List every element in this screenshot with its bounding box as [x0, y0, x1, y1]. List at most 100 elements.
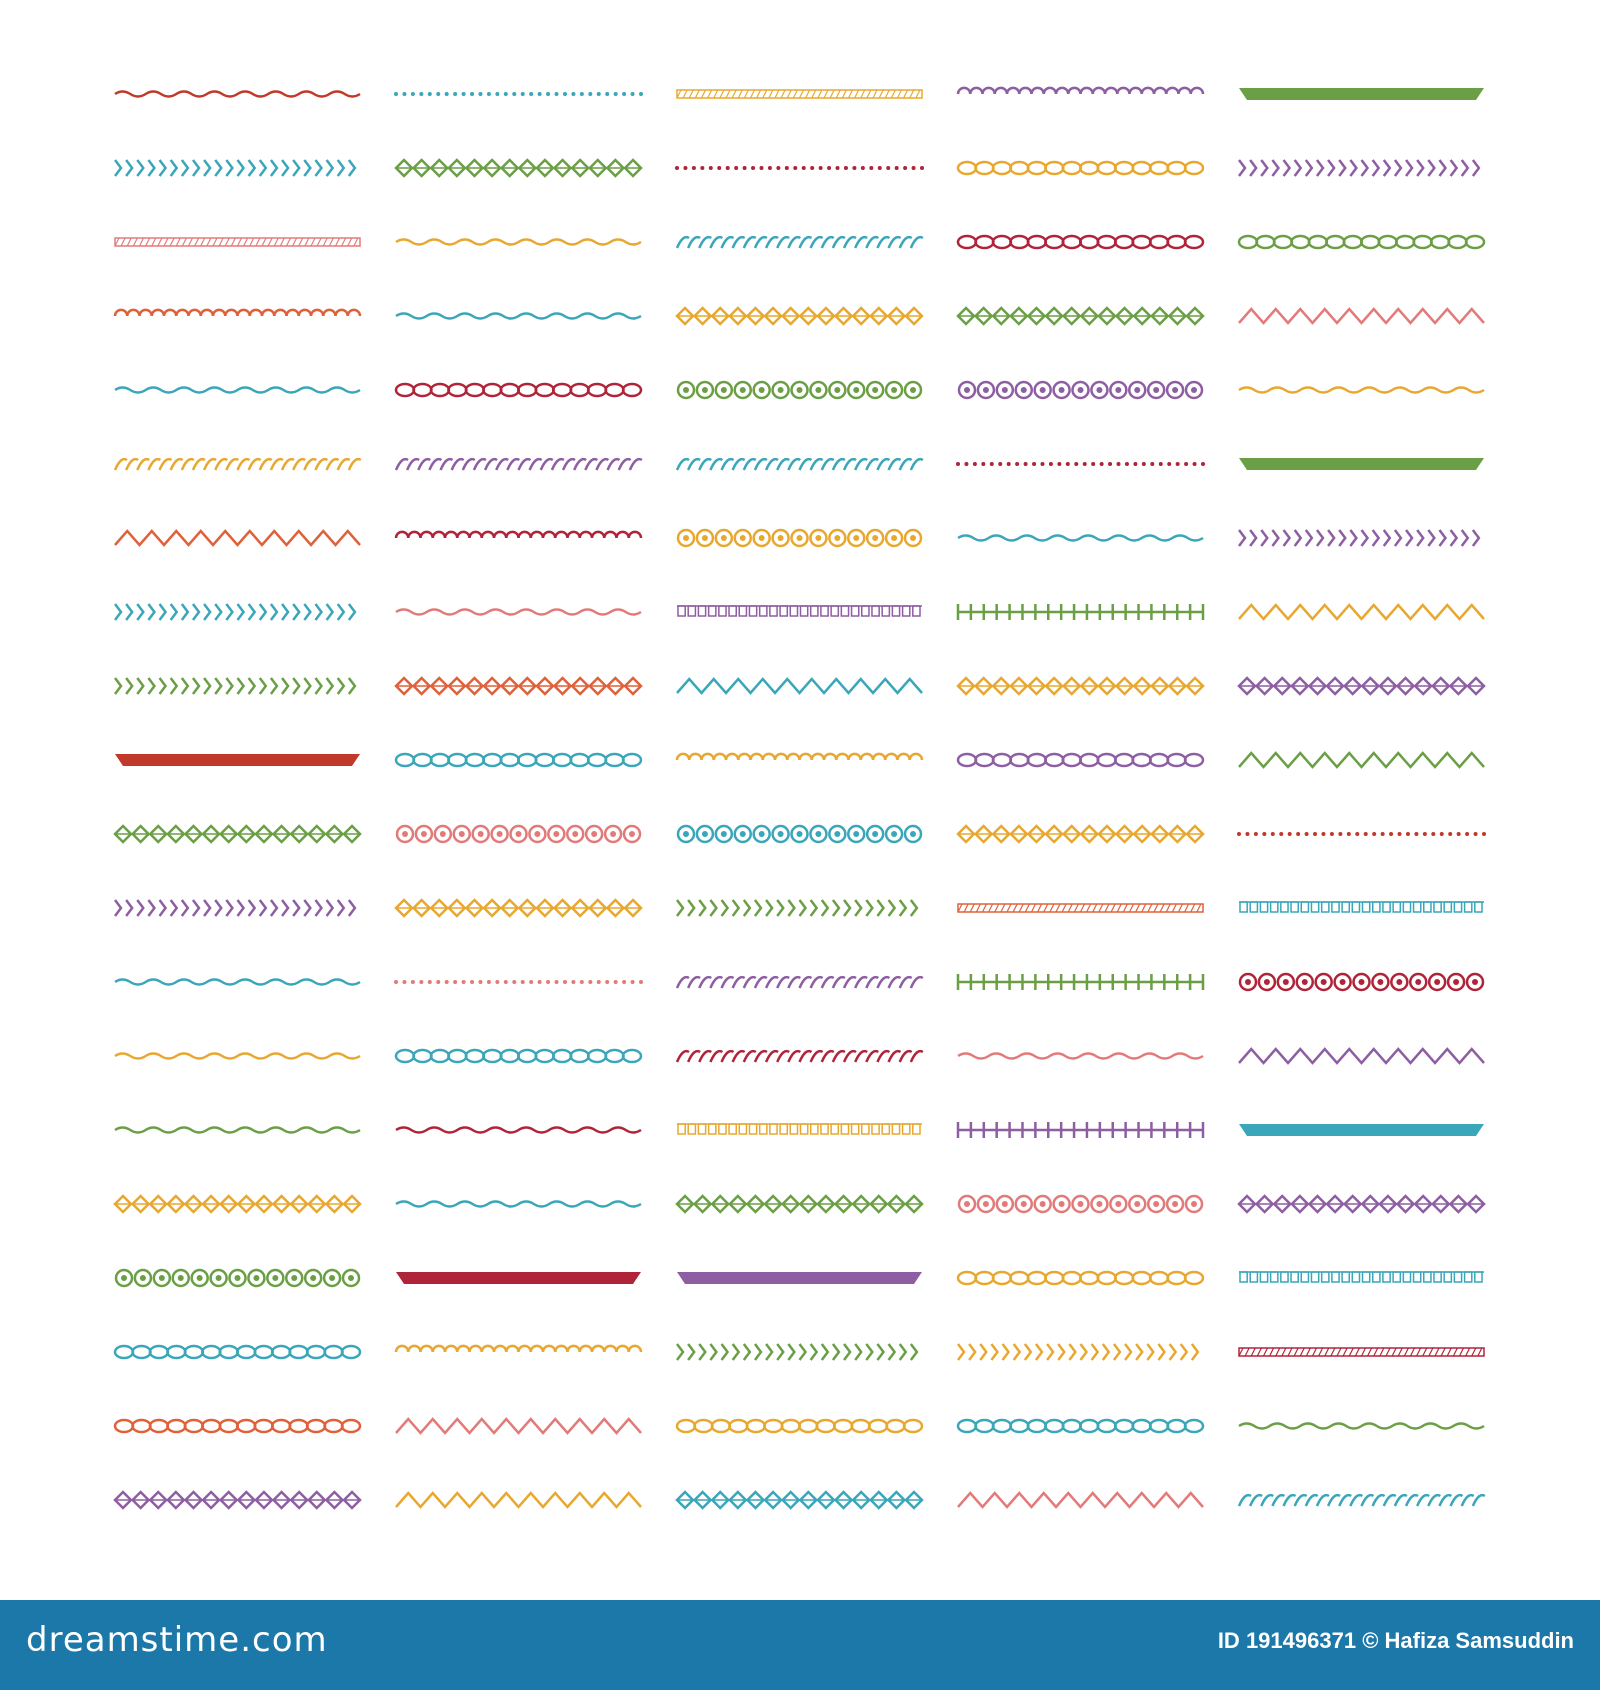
- border-pattern-r1-c5: [1239, 88, 1484, 100]
- border-pattern-r15-c3: [677, 1123, 922, 1135]
- border-pattern-r16-c3: [675, 1194, 924, 1214]
- border-pattern-r17-c2: [396, 1272, 641, 1284]
- border-pattern-r10-c1: [115, 754, 360, 766]
- credit-line: ID 191496371 © Hafiza Samsuddin: [1218, 1628, 1574, 1654]
- border-pattern-r7-c5: [1238, 529, 1481, 547]
- border-pattern-r1-c4: [956, 86, 1205, 95]
- border-pattern-r2-c2: [394, 158, 643, 178]
- border-pattern-r11-c3: [676, 824, 923, 844]
- border-pattern-r13-c2: [394, 980, 643, 984]
- pattern-grid: [113, 86, 1486, 1510]
- border-pattern-r6-c3: [675, 457, 924, 471]
- border-pattern-r4-c3: [675, 306, 924, 326]
- border-pattern-r1-c1: [114, 90, 361, 98]
- border-pattern-r3-c3: [675, 235, 924, 249]
- id-label: ID: [1217, 1628, 1240, 1653]
- border-pattern-r9-c1: [114, 677, 357, 695]
- border-pattern-r18-c2: [394, 1344, 643, 1353]
- border-pattern-r13-c5: [1238, 972, 1485, 992]
- border-pattern-r11-c1: [113, 824, 362, 844]
- border-pattern-r5-c2: [394, 382, 643, 398]
- border-pattern-r14-c4: [957, 1052, 1204, 1060]
- border-pattern-r19-c3: [675, 1418, 924, 1434]
- border-pattern-r18-c3: [676, 1343, 919, 1361]
- border-pattern-r9-c3: [676, 677, 923, 695]
- border-pattern-r2-c4: [956, 160, 1205, 176]
- border-pattern-r5-c4: [957, 380, 1204, 400]
- border-pattern-r19-c5: [1238, 1422, 1485, 1430]
- border-pattern-r11-c4: [956, 824, 1205, 844]
- border-pattern-r3-c5: [1237, 234, 1486, 250]
- border-pattern-r3-c2: [395, 238, 642, 246]
- border-pattern-r18-c4: [957, 1343, 1200, 1361]
- border-pattern-r19-c2: [395, 1417, 642, 1435]
- border-pattern-r7-c4: [957, 534, 1204, 542]
- border-pattern-r16-c5: [1237, 1194, 1486, 1214]
- patterns-canvas: [113, 86, 1486, 1510]
- border-pattern-r12-c1: [114, 899, 357, 917]
- border-pattern-r16-c1: [113, 1194, 362, 1214]
- border-pattern-r15-c1: [114, 1126, 361, 1134]
- border-pattern-r20-c1: [113, 1490, 362, 1510]
- border-pattern-r6-c1: [113, 457, 362, 471]
- border-pattern-r8-c3: [677, 605, 922, 617]
- border-pattern-r15-c2: [395, 1126, 642, 1134]
- border-pattern-r14-c1: [114, 1052, 361, 1060]
- border-pattern-r19-c1: [113, 1418, 362, 1434]
- border-pattern-r1-c3: [676, 89, 923, 99]
- border-pattern-r14-c3: [675, 1049, 924, 1063]
- border-pattern-r17-c3: [677, 1272, 922, 1284]
- border-pattern-r9-c5: [1237, 676, 1486, 696]
- border-pattern-r8-c2: [395, 608, 642, 616]
- border-pattern-r13-c1: [114, 978, 361, 986]
- border-pattern-r16-c2: [395, 1200, 642, 1208]
- border-pattern-r14-c2: [394, 1048, 643, 1064]
- border-pattern-r18-c5: [1238, 1347, 1485, 1357]
- border-pattern-r2-c5: [1238, 159, 1481, 177]
- border-pattern-r15-c5: [1239, 1124, 1484, 1136]
- border-pattern-r10-c3: [675, 752, 924, 761]
- border-pattern-r4-c4: [956, 306, 1205, 326]
- border-pattern-r11-c5: [1237, 832, 1486, 836]
- border-pattern-r10-c2: [394, 752, 643, 768]
- border-pattern-r10-c4: [956, 752, 1205, 768]
- author-name: © Hafiza Samsuddin: [1362, 1628, 1574, 1653]
- id-number: 191496371: [1245, 1628, 1357, 1653]
- border-pattern-r6-c2: [394, 457, 643, 471]
- border-pattern-r8-c5: [1238, 603, 1485, 621]
- border-pattern-r5-c5: [1238, 386, 1485, 394]
- border-pattern-r19-c4: [956, 1418, 1205, 1434]
- border-pattern-r8-c4: [956, 604, 1205, 620]
- border-pattern-r8-c1: [114, 603, 357, 621]
- border-pattern-r4-c5: [1238, 307, 1485, 325]
- border-pattern-r13-c4: [956, 974, 1205, 990]
- border-pattern-r7-c2: [394, 530, 643, 539]
- border-pattern-r17-c4: [956, 1270, 1205, 1286]
- border-pattern-r17-c1: [114, 1268, 361, 1288]
- border-pattern-r16-c4: [957, 1194, 1204, 1214]
- border-pattern-r2-c1: [114, 159, 357, 177]
- border-pattern-r4-c1: [113, 308, 362, 317]
- border-pattern-r6-c5: [1239, 458, 1484, 470]
- border-pattern-r4-c2: [395, 312, 642, 320]
- border-pattern-r5-c3: [676, 380, 923, 400]
- border-pattern-r5-c1: [114, 386, 361, 394]
- border-pattern-r3-c1: [114, 237, 361, 247]
- border-pattern-r18-c1: [113, 1344, 362, 1360]
- border-pattern-r15-c4: [956, 1122, 1205, 1138]
- border-pattern-r12-c5: [1239, 901, 1484, 913]
- border-pattern-r9-c2: [394, 676, 643, 696]
- border-pattern-r17-c5: [1239, 1271, 1484, 1283]
- border-pattern-r13-c3: [675, 975, 924, 989]
- border-pattern-r6-c4: [956, 462, 1205, 466]
- border-pattern-r7-c1: [114, 529, 361, 547]
- border-pattern-r20-c4: [957, 1491, 1204, 1509]
- footer-bar: dreamstime.com ID 191496371 © Hafiza Sam…: [0, 1600, 1600, 1690]
- brand-logo[interactable]: dreamstime.com: [26, 1620, 328, 1660]
- border-pattern-r1-c2: [394, 92, 643, 96]
- border-pattern-r12-c4: [957, 903, 1204, 913]
- border-pattern-r20-c2: [395, 1491, 642, 1509]
- border-pattern-r9-c4: [956, 676, 1205, 696]
- border-pattern-r12-c3: [676, 899, 919, 917]
- border-pattern-r10-c5: [1238, 751, 1485, 769]
